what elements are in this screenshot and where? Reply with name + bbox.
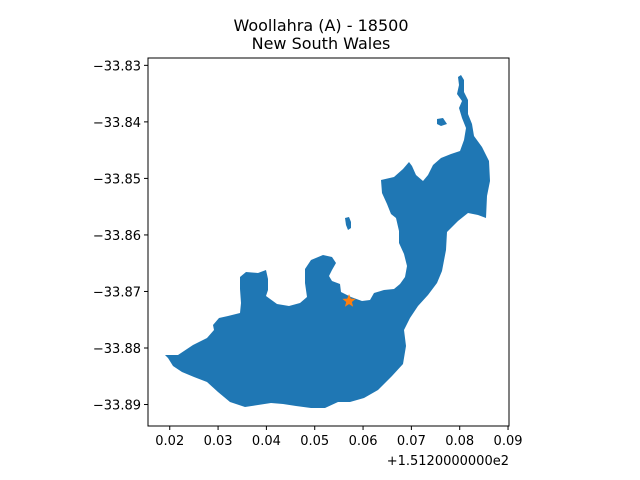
x-tick-label: 0.07 [397, 434, 426, 449]
y-tick-label: −33.86 [93, 229, 141, 244]
y-tick-label: −33.88 [93, 342, 141, 357]
location-star-marker [342, 294, 356, 307]
x-tick-label: 0.05 [300, 434, 329, 449]
region-island [345, 217, 351, 230]
y-axis: −33.83 −33.84 −33.85 −33.86 −33.87 −33.88 −33.… [93, 59, 148, 414]
x-axis: 0.02 0.03 0.04 0.05 0.06 0.07 0.08 0.09 [155, 426, 523, 449]
x-offset-label: +1.5120000000e2 [387, 454, 509, 469]
y-tick-label: −33.84 [93, 116, 141, 131]
y-tick-label: −33.87 [93, 285, 141, 300]
map-title-line2: New South Wales [252, 34, 391, 53]
x-tick-label: 0.03 [204, 434, 233, 449]
y-tick-label: −33.89 [93, 399, 141, 414]
y-tick-label: −33.85 [93, 172, 141, 187]
x-tick-label: 0.04 [252, 434, 281, 449]
map-title-line1: Woollahra (A) - 18500 [233, 16, 408, 35]
region-notch [437, 118, 447, 126]
x-tick-label: 0.08 [445, 434, 474, 449]
region-polygon [165, 75, 490, 408]
x-tick-label: 0.09 [494, 434, 523, 449]
x-tick-label: 0.06 [349, 434, 378, 449]
y-tick-label: −33.83 [93, 59, 141, 74]
x-tick-label: 0.02 [155, 434, 184, 449]
axes-frame [147, 57, 510, 427]
